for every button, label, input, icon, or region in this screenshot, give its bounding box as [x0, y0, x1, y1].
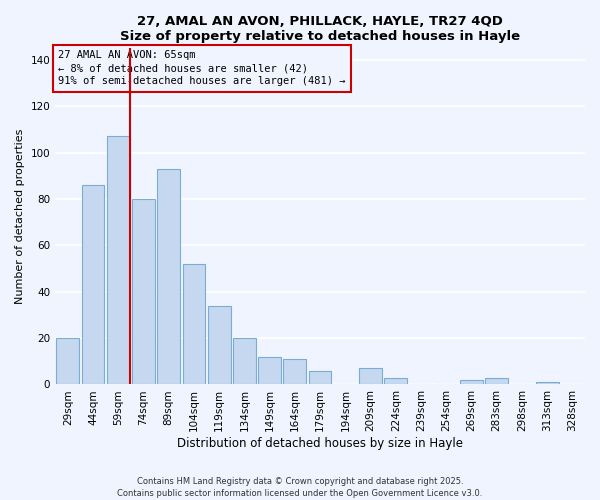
Bar: [56, 338, 79, 384]
Bar: [283, 359, 306, 384]
Bar: [309, 370, 331, 384]
Bar: [233, 338, 256, 384]
Y-axis label: Number of detached properties: Number of detached properties: [15, 128, 25, 304]
Bar: [208, 306, 230, 384]
Bar: [258, 356, 281, 384]
Bar: [182, 264, 205, 384]
Text: Contains HM Land Registry data © Crown copyright and database right 2025.
Contai: Contains HM Land Registry data © Crown c…: [118, 476, 482, 498]
X-axis label: Distribution of detached houses by size in Hayle: Distribution of detached houses by size …: [177, 437, 463, 450]
Bar: [385, 378, 407, 384]
Title: 27, AMAL AN AVON, PHILLACK, HAYLE, TR27 4QD
Size of property relative to detache: 27, AMAL AN AVON, PHILLACK, HAYLE, TR27 …: [120, 15, 520, 43]
Bar: [82, 185, 104, 384]
Bar: [460, 380, 483, 384]
Bar: [359, 368, 382, 384]
Bar: [107, 136, 130, 384]
Bar: [132, 199, 155, 384]
Bar: [536, 382, 559, 384]
Text: 27 AMAL AN AVON: 65sqm
← 8% of detached houses are smaller (42)
91% of semi-deta: 27 AMAL AN AVON: 65sqm ← 8% of detached …: [58, 50, 346, 86]
Bar: [485, 378, 508, 384]
Bar: [157, 169, 180, 384]
